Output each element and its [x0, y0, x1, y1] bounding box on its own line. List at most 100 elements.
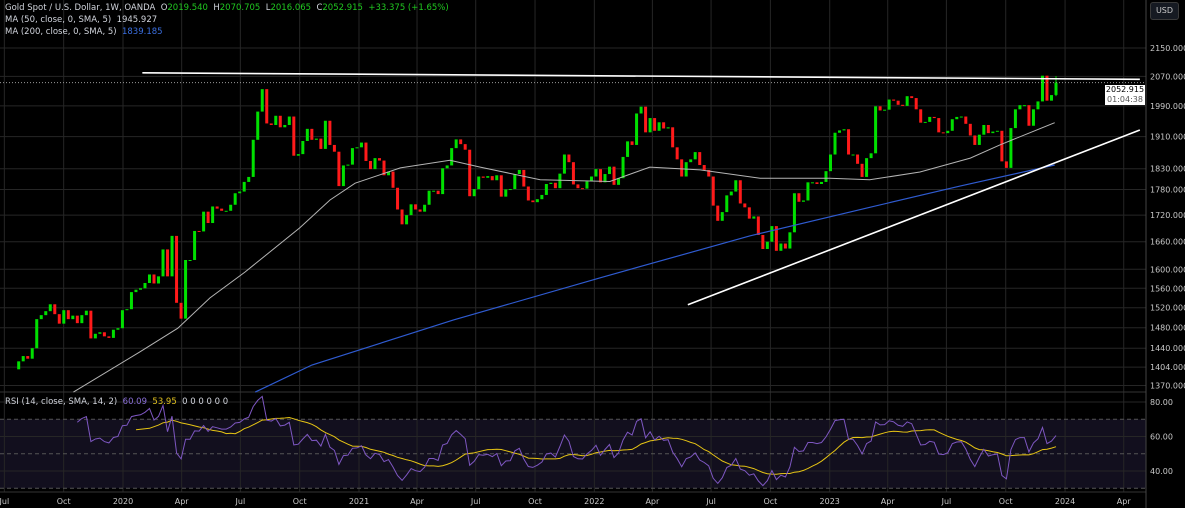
candle: [247, 176, 251, 182]
close-label: C: [316, 3, 323, 13]
candle: [914, 98, 918, 110]
candle: [801, 200, 805, 202]
candle: [314, 138, 318, 140]
candle: [986, 124, 990, 134]
candle: [576, 184, 580, 189]
currency-button[interactable]: USD: [1150, 2, 1179, 20]
candle: [752, 216, 756, 219]
candle: [30, 348, 34, 359]
candle: [233, 193, 237, 205]
candle: [725, 195, 729, 213]
candle: [522, 169, 526, 187]
last-price-label: 2052.915 01:04:38: [1105, 85, 1145, 105]
candle: [856, 154, 860, 164]
candle: [1013, 109, 1017, 129]
rsi-extra-values: 0 0 0 0 0 0: [182, 397, 229, 407]
candle: [170, 235, 174, 277]
candle: [463, 144, 467, 150]
candle: [260, 89, 264, 112]
candle: [833, 132, 837, 155]
candle: [292, 116, 296, 156]
candle: [152, 274, 156, 284]
time-axis-label: Oct: [57, 497, 71, 506]
candle: [125, 309, 129, 311]
rsi-axis-label: 80.00: [1150, 398, 1173, 407]
price-axis-label: 2070.000: [1150, 72, 1185, 81]
candle: [1000, 130, 1004, 162]
time-axis-label: Oct: [293, 497, 307, 506]
candle: [274, 115, 278, 125]
candle: [887, 99, 891, 110]
candle: [950, 119, 954, 131]
candle: [355, 147, 359, 149]
candle: [1031, 109, 1035, 126]
candle: [774, 226, 778, 251]
candle: [107, 336, 111, 338]
candle: [427, 190, 431, 205]
rsi-legend[interactable]: RSI (14, close, SMA, 14, 2) 60.09 53.95 …: [5, 396, 228, 408]
candle: [847, 129, 851, 155]
candle: [779, 243, 783, 251]
candle: [350, 148, 354, 165]
candle: [57, 314, 61, 324]
candle: [495, 175, 499, 181]
candle: [666, 127, 670, 129]
candle: [441, 168, 445, 195]
candle: [373, 158, 377, 170]
candle: [612, 166, 616, 185]
candle: [995, 130, 999, 132]
ma200-legend[interactable]: MA (200, close, 0, SMA, 5) 1839.185: [5, 26, 163, 38]
candle: [332, 144, 336, 152]
candle: [229, 204, 233, 211]
candle: [711, 176, 715, 206]
candle: [621, 156, 625, 179]
candle: [175, 235, 179, 303]
candle: [481, 176, 485, 178]
candle: [188, 259, 192, 261]
candle: [472, 189, 476, 197]
candle: [747, 207, 751, 219]
price-axis-label: 1440.000: [1150, 344, 1185, 353]
time-axis-label: 2021: [349, 497, 369, 506]
candle: [220, 208, 224, 211]
candle: [810, 182, 814, 184]
candle: [256, 111, 260, 140]
candle: [693, 152, 697, 160]
candle: [959, 116, 963, 118]
candle: [75, 315, 79, 324]
price-axis-label: 1780.000: [1150, 185, 1185, 194]
time-axis-label: Jul: [941, 497, 952, 506]
candle: [635, 113, 639, 145]
candle: [202, 211, 206, 232]
price-axis-label: 1720.000: [1150, 211, 1185, 220]
candle: [991, 131, 995, 134]
candle: [166, 249, 170, 277]
candle: [1036, 101, 1040, 110]
candle: [928, 116, 932, 122]
candle: [589, 176, 593, 182]
candle: [648, 118, 652, 133]
time-axis-label: 2022: [584, 497, 604, 506]
candle: [323, 120, 327, 149]
candle: [526, 186, 530, 201]
candle: [910, 96, 914, 99]
candle: [982, 124, 986, 135]
time-axis-label: Jul: [0, 497, 9, 506]
time-axis-label: Apr: [645, 497, 660, 506]
candle: [558, 173, 562, 189]
candle: [1040, 75, 1044, 102]
ma50-legend[interactable]: MA (50, close, 0, SMA, 5) 1945.927: [5, 14, 157, 26]
candle: [815, 182, 819, 185]
candle: [35, 319, 39, 349]
candle: [499, 175, 503, 197]
candle: [905, 96, 909, 106]
time-axis-label: Apr: [1117, 497, 1132, 506]
candle: [251, 139, 255, 177]
time-axis-label: Apr: [881, 497, 896, 506]
candle: [242, 181, 246, 192]
price-axis-label: 1990.000: [1150, 102, 1185, 111]
ma200-value: 1839.185: [121, 27, 163, 37]
candle: [71, 315, 75, 320]
candle: [391, 171, 395, 188]
